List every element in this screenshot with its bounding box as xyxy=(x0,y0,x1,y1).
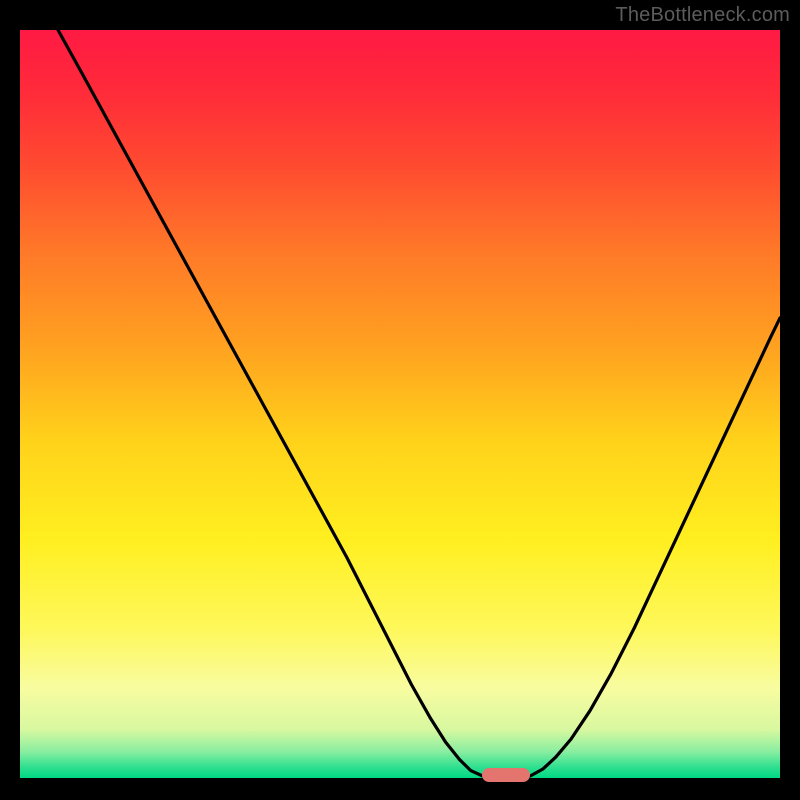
curve-svg xyxy=(20,30,780,778)
bottleneck-marker xyxy=(482,768,530,782)
curve-left xyxy=(58,30,491,778)
watermark-text: TheBottleneck.com xyxy=(615,4,790,27)
chart-container: TheBottleneck.com xyxy=(0,0,800,800)
plot-area xyxy=(20,30,780,778)
curve-right xyxy=(522,318,780,778)
